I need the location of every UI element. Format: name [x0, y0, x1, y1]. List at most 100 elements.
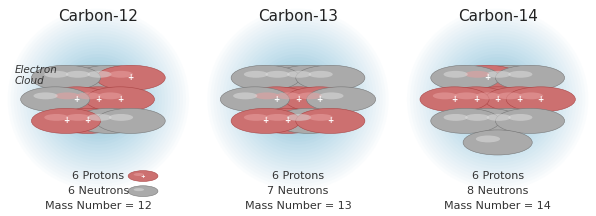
Ellipse shape — [464, 66, 531, 133]
Ellipse shape — [44, 114, 69, 121]
Ellipse shape — [20, 21, 177, 178]
Circle shape — [253, 108, 322, 133]
Ellipse shape — [295, 96, 301, 102]
Text: +: + — [85, 116, 91, 125]
Ellipse shape — [59, 60, 138, 139]
Ellipse shape — [443, 114, 468, 121]
Ellipse shape — [86, 87, 110, 111]
Ellipse shape — [309, 114, 333, 121]
Text: 6 Neutrons: 6 Neutrons — [68, 186, 129, 196]
Circle shape — [442, 87, 511, 112]
Ellipse shape — [44, 71, 69, 78]
Ellipse shape — [265, 114, 290, 121]
Ellipse shape — [259, 60, 337, 139]
Circle shape — [296, 65, 365, 90]
Circle shape — [420, 87, 489, 112]
Ellipse shape — [62, 63, 135, 136]
Ellipse shape — [23, 24, 174, 175]
Ellipse shape — [65, 66, 132, 133]
Text: +: + — [117, 95, 123, 104]
Ellipse shape — [440, 42, 555, 157]
Ellipse shape — [287, 71, 311, 78]
Ellipse shape — [71, 72, 126, 127]
Ellipse shape — [254, 92, 279, 99]
Ellipse shape — [250, 51, 346, 148]
Ellipse shape — [287, 114, 311, 121]
Ellipse shape — [449, 51, 546, 148]
Ellipse shape — [109, 71, 133, 78]
Circle shape — [285, 87, 354, 112]
Circle shape — [128, 186, 158, 197]
Ellipse shape — [55, 92, 79, 99]
Ellipse shape — [461, 63, 534, 136]
Circle shape — [242, 87, 311, 112]
Ellipse shape — [26, 27, 171, 172]
Text: 6 Protons: 6 Protons — [471, 171, 524, 181]
Circle shape — [463, 87, 532, 112]
Text: +: + — [516, 95, 522, 104]
Ellipse shape — [276, 92, 300, 99]
Ellipse shape — [434, 36, 561, 163]
Text: +: + — [284, 116, 290, 125]
Ellipse shape — [289, 90, 307, 108]
Ellipse shape — [410, 12, 585, 187]
Ellipse shape — [256, 57, 340, 142]
Ellipse shape — [298, 92, 322, 99]
Ellipse shape — [476, 135, 500, 142]
Ellipse shape — [32, 33, 165, 166]
Ellipse shape — [56, 57, 141, 142]
Ellipse shape — [47, 48, 150, 151]
Circle shape — [96, 108, 165, 133]
Ellipse shape — [244, 45, 352, 154]
Ellipse shape — [14, 15, 183, 184]
Ellipse shape — [210, 12, 386, 187]
Ellipse shape — [253, 54, 343, 145]
Ellipse shape — [234, 36, 362, 163]
Ellipse shape — [470, 72, 525, 127]
Text: Electron
Cloud: Electron Cloud — [15, 65, 58, 86]
Ellipse shape — [492, 93, 504, 105]
Text: +: + — [95, 95, 101, 104]
Ellipse shape — [265, 71, 290, 78]
Ellipse shape — [268, 69, 328, 130]
Ellipse shape — [416, 18, 579, 181]
Circle shape — [274, 65, 343, 90]
Ellipse shape — [8, 9, 189, 190]
Text: +: + — [274, 95, 280, 104]
Ellipse shape — [419, 21, 576, 178]
Text: 6 Protons: 6 Protons — [272, 171, 324, 181]
Ellipse shape — [476, 78, 519, 121]
Ellipse shape — [50, 51, 147, 148]
Text: +: + — [263, 116, 269, 125]
Circle shape — [495, 65, 564, 90]
Circle shape — [42, 87, 111, 112]
Ellipse shape — [473, 75, 522, 124]
Ellipse shape — [134, 188, 144, 191]
Text: +: + — [538, 95, 544, 104]
Text: Carbon-12: Carbon-12 — [58, 9, 138, 24]
Ellipse shape — [452, 54, 543, 145]
Ellipse shape — [238, 39, 358, 160]
Ellipse shape — [38, 39, 159, 160]
Text: +: + — [451, 95, 458, 104]
Text: 8 Neutrons: 8 Neutrons — [467, 186, 528, 196]
Circle shape — [128, 171, 158, 181]
Ellipse shape — [519, 92, 543, 99]
Circle shape — [32, 65, 101, 90]
Circle shape — [53, 108, 122, 133]
Ellipse shape — [244, 71, 268, 78]
Ellipse shape — [95, 96, 101, 102]
Ellipse shape — [68, 69, 129, 130]
Ellipse shape — [44, 45, 153, 154]
Ellipse shape — [454, 92, 479, 99]
Text: Mass Number = 13: Mass Number = 13 — [244, 201, 352, 211]
Ellipse shape — [76, 92, 101, 99]
Circle shape — [64, 87, 133, 112]
Ellipse shape — [437, 39, 558, 160]
Ellipse shape — [486, 87, 510, 111]
Circle shape — [506, 87, 575, 112]
Text: Carbon-14: Carbon-14 — [458, 9, 538, 24]
Ellipse shape — [207, 9, 389, 190]
Text: +: + — [473, 95, 479, 104]
Ellipse shape — [53, 54, 144, 145]
